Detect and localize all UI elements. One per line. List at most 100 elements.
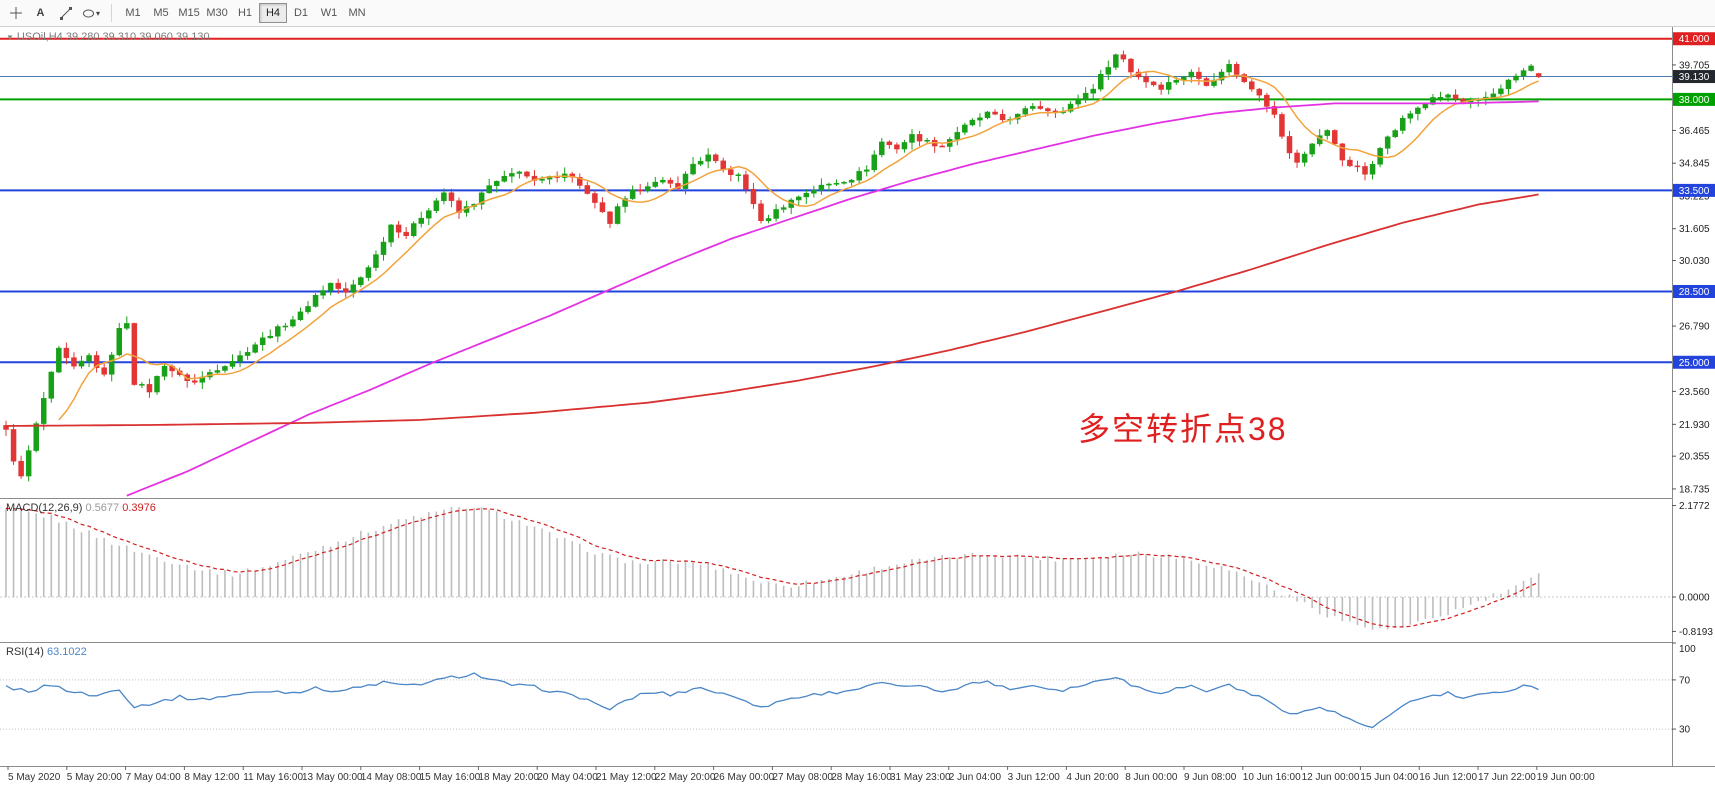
timeframe-button-h4[interactable]: H4 — [259, 3, 288, 23]
svg-text:9 Jun 08:00: 9 Jun 08:00 — [1184, 772, 1237, 783]
timeframe-button-m15[interactable]: M15 — [175, 3, 203, 23]
timeframe-button-m1[interactable]: M1 — [119, 3, 147, 23]
timeframe-button-d1[interactable]: D1 — [287, 3, 315, 23]
macd-indicator-label: MACD(12,26,9) 0.5677 0.3976 — [6, 502, 156, 514]
macd-panel-surface[interactable] — [0, 499, 1672, 641]
svg-text:7 May 04:00: 7 May 04:00 — [126, 772, 181, 783]
ma-slow-line — [5, 193, 1539, 427]
macd-signal-value: 0.3976 — [122, 502, 156, 514]
macd-signal-line — [5, 507, 1539, 628]
rsi-value: 63.1022 — [46, 646, 87, 658]
time-axis[interactable] — [0, 767, 1715, 793]
svg-text:26 May 00:00: 26 May 00:00 — [714, 772, 775, 783]
svg-text:21.930: 21.930 — [1679, 420, 1710, 431]
price-chip-38.000 — [1673, 92, 1715, 106]
rsi-name: RSI(14) — [6, 646, 44, 658]
svg-text:16 Jun 12:00: 16 Jun 12:00 — [1419, 772, 1477, 783]
svg-text:-0.8193: -0.8193 — [1679, 627, 1713, 638]
price-axis-ticks: 39.705 36.465 34.845 33.225 31.605 30.030 26.7… — [1672, 60, 1713, 736]
main-chart-surface[interactable] — [0, 26, 1672, 497]
svg-text:39.705: 39.705 — [1679, 60, 1710, 71]
shapes-icon — [83, 9, 94, 17]
trendline-tool-button[interactable] — [54, 3, 77, 23]
price-level-chips: 41.000 39.130 38.000 33.500 28.500 25.000 — [1673, 32, 1715, 369]
drawing-tools-group: A ▾ — [0, 0, 107, 26]
price-chip-33.500 — [1673, 183, 1715, 197]
candlestick-series — [3, 50, 1542, 482]
svg-text:18 May 20:00: 18 May 20:00 — [478, 772, 539, 783]
svg-text:39.130: 39.130 — [1679, 72, 1710, 83]
ma-mid-line — [126, 100, 1539, 497]
chart-ohlc-text: USOil,H4 39.280 39.310 39.060 39.130 — [16, 31, 210, 43]
rsi-line — [5, 672, 1539, 729]
svg-text:5 May 2020: 5 May 2020 — [8, 772, 61, 783]
chart-toolbar: A ▾ M1 M5 M15 M30 H1 H4 D1 W1 MN — [0, 0, 1715, 27]
caret-down-icon: ▾ — [96, 8, 101, 18]
price-chip-28.500 — [1673, 284, 1715, 298]
shapes-dropdown-button[interactable]: ▾ — [79, 3, 103, 23]
svg-text:33.225: 33.225 — [1679, 191, 1710, 202]
svg-text:26.790: 26.790 — [1679, 322, 1710, 333]
svg-text:41.000: 41.000 — [1679, 34, 1710, 45]
svg-text:8 Jun 00:00: 8 Jun 00:00 — [1125, 772, 1178, 783]
crosshair-icon — [9, 7, 22, 19]
svg-text:13 May 00:00: 13 May 00:00 — [302, 772, 363, 783]
rsi-indicator-label: RSI(14) 63.1022 — [6, 646, 87, 658]
chart-marker-icon: ▼ — [6, 33, 14, 42]
timeframe-button-h1[interactable]: H1 — [231, 3, 259, 23]
timeframe-button-m5[interactable]: M5 — [147, 3, 175, 23]
rsi-panel-surface[interactable] — [0, 643, 1672, 766]
price-level-lines[interactable] — [0, 37, 1672, 364]
svg-text:20 May 04:00: 20 May 04:00 — [537, 772, 598, 783]
svg-text:100: 100 — [1679, 644, 1696, 655]
svg-text:21 May 12:00: 21 May 12:00 — [596, 772, 657, 783]
svg-text:23.560: 23.560 — [1679, 387, 1710, 398]
svg-text:0.0000: 0.0000 — [1679, 593, 1710, 604]
svg-text:30: 30 — [1679, 725, 1691, 736]
macd-name: MACD(12,26,9) — [6, 502, 83, 514]
svg-text:14 May 08:00: 14 May 08:00 — [361, 772, 422, 783]
svg-text:15 Jun 04:00: 15 Jun 04:00 — [1360, 772, 1418, 783]
svg-text:8 May 12:00: 8 May 12:00 — [184, 772, 239, 783]
crosshair-tool-button[interactable] — [4, 3, 27, 23]
svg-text:27 May 08:00: 27 May 08:00 — [772, 772, 833, 783]
svg-text:34.845: 34.845 — [1679, 159, 1710, 170]
svg-text:28 May 16:00: 28 May 16:00 — [831, 772, 892, 783]
svg-text:2 Jun 04:00: 2 Jun 04:00 — [949, 772, 1002, 783]
svg-text:33.500: 33.500 — [1679, 186, 1710, 197]
svg-text:31 May 23:00: 31 May 23:00 — [890, 772, 951, 783]
text-tool-button[interactable]: A — [29, 3, 52, 23]
svg-text:12 Jun 00:00: 12 Jun 00:00 — [1302, 772, 1360, 783]
svg-text:30.030: 30.030 — [1679, 256, 1710, 267]
price-chip-39.130 — [1673, 70, 1715, 84]
svg-text:28.500: 28.500 — [1679, 287, 1710, 298]
timeframe-button-w1[interactable]: W1 — [315, 3, 343, 23]
timeframe-buttons-group: M1 M5 M15 M30 H1 H4 D1 W1 MN — [116, 0, 374, 26]
macd-histogram — [5, 507, 1540, 630]
price-axis[interactable] — [1673, 26, 1715, 766]
svg-text:19 Jun 00:00: 19 Jun 00:00 — [1537, 772, 1595, 783]
svg-text:10 Jun 16:00: 10 Jun 16:00 — [1243, 772, 1301, 783]
svg-text:31.605: 31.605 — [1679, 224, 1710, 235]
svg-text:3 Jun 12:00: 3 Jun 12:00 — [1008, 772, 1061, 783]
svg-text:17 Jun 22:00: 17 Jun 22:00 — [1478, 772, 1536, 783]
timeframe-button-mn[interactable]: MN — [343, 3, 371, 23]
svg-text:15 May 16:00: 15 May 16:00 — [420, 772, 481, 783]
svg-text:22 May 20:00: 22 May 20:00 — [655, 772, 716, 783]
svg-text:11 May 16:00: 11 May 16:00 — [243, 772, 303, 783]
ma-fast-line — [58, 70, 1539, 421]
svg-text:5 May 20:00: 5 May 20:00 — [67, 772, 122, 783]
price-chip-41.000 — [1673, 32, 1715, 46]
svg-text:36.465: 36.465 — [1679, 126, 1710, 137]
svg-text:4 Jun 20:00: 4 Jun 20:00 — [1066, 772, 1119, 783]
svg-text:2.1772: 2.1772 — [1679, 501, 1710, 512]
time-axis-labels: 5 May 2020 5 May 20:00 7 May 04:00 8 May 12… — [7, 766, 1595, 783]
timeframe-button-m30[interactable]: M30 — [203, 3, 231, 23]
trendline-icon — [59, 7, 72, 20]
chart-title: ▼ USOil,H4 39.280 39.310 39.060 39.130 — [6, 31, 210, 43]
text-tool-icon: A — [36, 7, 45, 19]
chart-annotation-text: 多空转折点38 — [1078, 411, 1288, 447]
svg-text:25.000: 25.000 — [1679, 358, 1710, 369]
